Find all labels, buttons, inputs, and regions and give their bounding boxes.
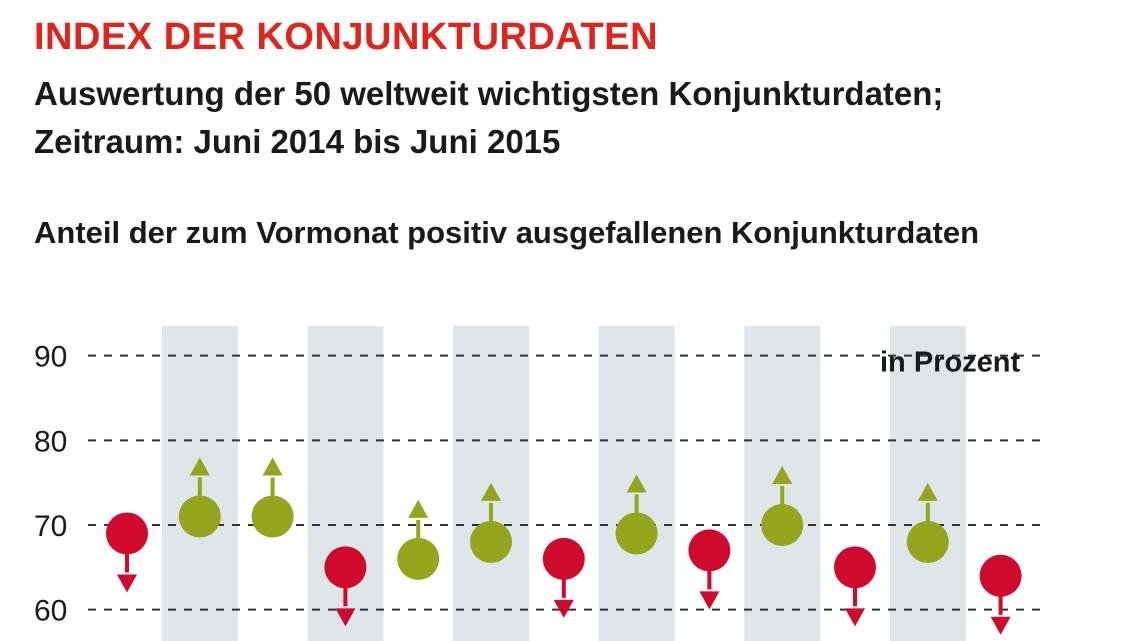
data-point xyxy=(979,554,1022,635)
data-dot xyxy=(470,520,512,563)
data-point xyxy=(761,465,804,546)
y-tick-label: 90 xyxy=(34,341,67,374)
y-tick-label: 80 xyxy=(34,425,67,458)
data-dot xyxy=(397,537,440,580)
y-axis-ticks: 90 80 70 60 xyxy=(34,341,67,628)
data-point xyxy=(470,482,512,563)
data-dot xyxy=(906,520,949,563)
data-dot xyxy=(251,495,294,538)
arrow-up-icon xyxy=(626,474,647,493)
arrow-up-icon xyxy=(772,465,793,484)
arrow-down-icon xyxy=(845,608,865,627)
subtitle-line-1: Auswertung der 50 weltweit wichtigsten K… xyxy=(34,75,944,112)
data-dot xyxy=(615,512,658,555)
y-tick-label: 60 xyxy=(34,595,67,628)
data-dot xyxy=(542,537,585,580)
data-point xyxy=(251,457,294,538)
unit-label: in Prozent xyxy=(880,347,1021,379)
data-dot xyxy=(979,554,1022,597)
y-tick-label: 70 xyxy=(34,510,67,543)
arrow-up-icon xyxy=(262,457,283,476)
data-dot xyxy=(106,512,148,555)
data-point xyxy=(106,512,148,593)
arrow-down-icon xyxy=(117,574,137,593)
data-point xyxy=(178,457,221,538)
arrow-up-icon xyxy=(408,499,429,518)
data-dot xyxy=(761,503,804,546)
arrow-up-icon xyxy=(481,482,501,501)
chart-title: Anteil der zum Vormonat positiv ausgefal… xyxy=(34,215,980,250)
data-point xyxy=(834,546,876,627)
data-point xyxy=(542,537,585,618)
arrow-up-icon xyxy=(917,482,938,501)
arrow-down-icon xyxy=(699,591,720,610)
data-dot xyxy=(688,529,731,572)
data-point xyxy=(906,482,949,563)
arrow-down-icon xyxy=(990,616,1011,635)
arrow-down-icon xyxy=(553,599,574,618)
data-point xyxy=(397,499,440,580)
data-point xyxy=(615,474,658,555)
data-dot xyxy=(324,546,367,589)
arrow-down-icon xyxy=(335,608,356,627)
subtitle: Auswertung der 50 weltweit wichtigsten K… xyxy=(34,70,943,166)
arrow-up-icon xyxy=(189,457,210,476)
data-dot xyxy=(834,546,876,589)
data-points xyxy=(106,457,1022,635)
subtitle-line-2: Zeitraum: Juni 2014 bis Juni 2015 xyxy=(34,123,561,160)
page-title: INDEX DER KONJUNKTURDATEN xyxy=(34,16,659,58)
data-dot xyxy=(178,495,221,538)
data-point xyxy=(688,529,731,610)
data-point xyxy=(324,546,367,627)
